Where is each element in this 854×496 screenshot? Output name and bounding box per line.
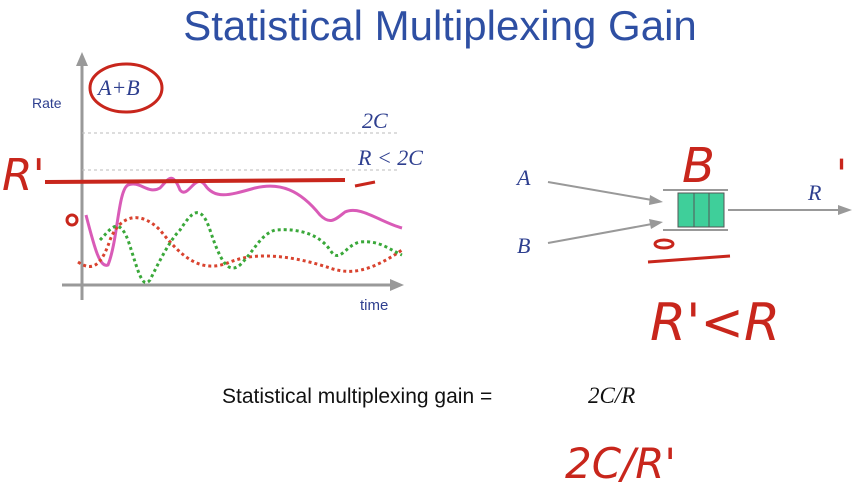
slide-title: Statistical Multiplexing Gain (183, 2, 697, 49)
circled-label: A+B (96, 75, 140, 100)
x-arrow (390, 279, 404, 291)
x-axis-label: time (360, 297, 388, 314)
hand-rate-label: R' (2, 150, 45, 201)
hand-dot (65, 213, 79, 227)
arrowhead (649, 195, 663, 205)
level-label: R < 2C (357, 145, 423, 170)
circle-annotation (88, 62, 164, 114)
input-arrow (547, 223, 653, 244)
arrowhead (838, 205, 852, 215)
arrowhead (649, 219, 663, 229)
input-label: A (515, 165, 531, 190)
formula-text: Statistical multiplexing gain = (222, 385, 492, 408)
level-label: 2C (362, 108, 388, 133)
formula-expression: 2C/R (588, 383, 635, 408)
output-label: R (807, 180, 822, 205)
rate-mark (354, 180, 376, 188)
hand-inequality: R'<R (650, 293, 780, 353)
curve-a (77, 216, 403, 273)
hand-output-mark: ' (836, 152, 847, 198)
y-arrow (76, 52, 88, 66)
aggregate-curve (84, 176, 403, 267)
rate-line (44, 178, 346, 184)
hand-gain: 2C/R' (565, 439, 676, 488)
buffer (677, 192, 725, 228)
curve-b (98, 211, 403, 284)
hand-underline (647, 254, 731, 264)
hand-buffer-label: B (682, 138, 715, 194)
input-arrow (547, 181, 653, 201)
buffer-outline (663, 189, 728, 231)
hand-dot (653, 238, 675, 250)
y-axis-label: Rate (32, 95, 62, 111)
input-label: B (517, 233, 530, 258)
